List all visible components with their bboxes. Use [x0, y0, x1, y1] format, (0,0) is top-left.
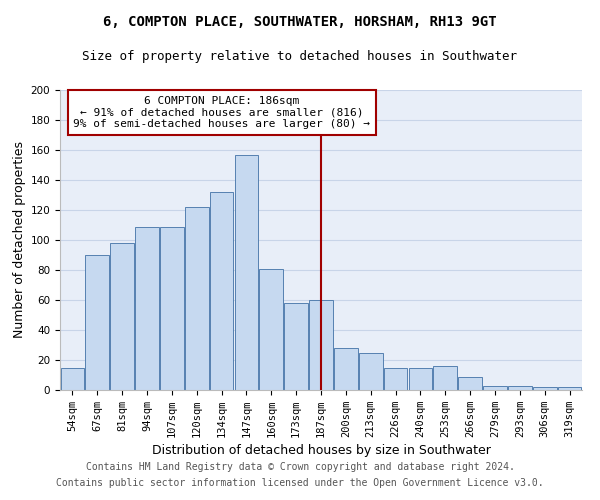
- Bar: [433, 366, 457, 390]
- Bar: [284, 303, 308, 390]
- Bar: [334, 348, 358, 390]
- Bar: [85, 255, 109, 390]
- Bar: [558, 387, 581, 390]
- Bar: [185, 207, 209, 390]
- Bar: [210, 192, 233, 390]
- X-axis label: Distribution of detached houses by size in Southwater: Distribution of detached houses by size …: [152, 444, 490, 457]
- Bar: [458, 376, 482, 390]
- Bar: [508, 386, 532, 390]
- Text: Contains HM Land Registry data © Crown copyright and database right 2024.: Contains HM Land Registry data © Crown c…: [86, 462, 514, 472]
- Text: 6 COMPTON PLACE: 186sqm
← 91% of detached houses are smaller (816)
9% of semi-de: 6 COMPTON PLACE: 186sqm ← 91% of detache…: [73, 96, 370, 129]
- Bar: [160, 226, 184, 390]
- Bar: [309, 300, 333, 390]
- Bar: [259, 268, 283, 390]
- Text: Size of property relative to detached houses in Southwater: Size of property relative to detached ho…: [83, 50, 517, 63]
- Bar: [384, 368, 407, 390]
- Bar: [533, 387, 557, 390]
- Bar: [483, 386, 507, 390]
- Text: Contains public sector information licensed under the Open Government Licence v3: Contains public sector information licen…: [56, 478, 544, 488]
- Bar: [110, 243, 134, 390]
- Y-axis label: Number of detached properties: Number of detached properties: [13, 142, 26, 338]
- Bar: [135, 226, 159, 390]
- Bar: [409, 368, 432, 390]
- Text: 6, COMPTON PLACE, SOUTHWATER, HORSHAM, RH13 9GT: 6, COMPTON PLACE, SOUTHWATER, HORSHAM, R…: [103, 15, 497, 29]
- Bar: [359, 352, 383, 390]
- Bar: [235, 154, 258, 390]
- Bar: [61, 368, 84, 390]
